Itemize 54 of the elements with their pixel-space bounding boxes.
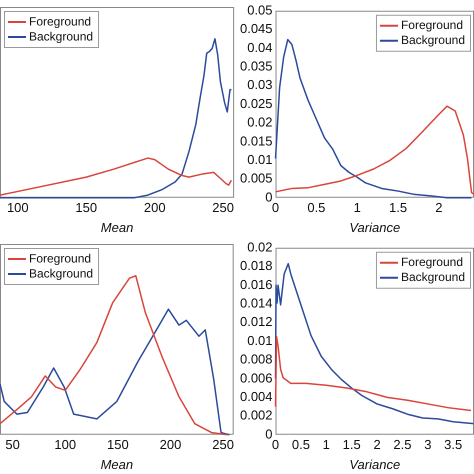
x-tick-label: 50 — [5, 437, 20, 452]
legend-label: Foreground — [29, 14, 92, 28]
legend-label: Foreground — [29, 251, 92, 266]
x-tick-label: 2.5 — [393, 437, 412, 452]
y-tick-label: 0 — [265, 189, 273, 204]
x-axis-title: Variance — [349, 220, 400, 235]
y-tick-label: 0.004 — [240, 388, 273, 404]
y-tick-label: 0 — [265, 426, 273, 442]
x-tick-label: 100 — [54, 437, 76, 452]
x-tick-label: 3.5 — [444, 437, 462, 452]
y-tick-label: 0.05 — [247, 2, 273, 18]
x-tick-label: 200 — [144, 200, 166, 216]
y-tick-label: 0.012 — [240, 314, 273, 330]
y-tick-label: 0.045 — [240, 21, 273, 36]
y-tick-label: 0.005 — [240, 170, 273, 186]
x-tick-label: 100 — [6, 200, 29, 216]
x-tick-label: 1 — [322, 437, 330, 452]
legend-label: Foreground — [400, 18, 464, 32]
x-tick-label: 0.5 — [292, 437, 310, 452]
y-tick-label: 0.01 — [247, 152, 273, 167]
x-tick-label: 250 — [212, 437, 234, 452]
y-tick-label: 0.008 — [240, 352, 273, 367]
x-tick-label: 1 — [354, 200, 361, 216]
x-tick-label: 1.5 — [342, 437, 361, 452]
x-axis-title: Variance — [349, 456, 400, 472]
y-tick-label: 0.006 — [240, 370, 273, 386]
y-tick-label: 0.035 — [240, 58, 273, 74]
x-tick-label: 0.5 — [307, 200, 326, 216]
y-tick-label: 0.014 — [240, 295, 273, 310]
legend-label: Background — [29, 29, 94, 44]
y-tick-label: 0.02 — [247, 114, 273, 130]
x-tick-label: 2 — [435, 200, 442, 216]
y-tick-label: 0.015 — [240, 133, 273, 148]
legend-label: Background — [400, 270, 466, 284]
x-tick-label: 250 — [212, 200, 234, 216]
y-tick-label: 0.01 — [247, 332, 273, 348]
x-tick-label: 3 — [424, 437, 432, 452]
x-axis-title: Mean — [100, 220, 134, 235]
y-tick-label: 0.016 — [240, 276, 273, 292]
x-axis-title: Mean — [100, 456, 134, 472]
legend-label: Foreground — [400, 255, 464, 270]
x-tick-label: 1.5 — [389, 200, 408, 216]
y-tick-label: 0.025 — [240, 96, 273, 111]
y-tick-label: 0.002 — [240, 408, 273, 423]
y-tick-label: 0.04 — [247, 40, 273, 55]
y-tick-label: 0.02 — [247, 239, 273, 254]
legend-label: Background — [400, 33, 466, 48]
x-tick-label: 150 — [107, 437, 129, 452]
x-tick-label: 200 — [160, 437, 182, 452]
y-tick-label: 0.03 — [247, 77, 273, 92]
x-tick-label: 2 — [373, 437, 381, 452]
legend-label: Background — [29, 266, 94, 280]
x-tick-label: 150 — [75, 200, 98, 216]
y-tick-label: 0.018 — [240, 258, 273, 274]
